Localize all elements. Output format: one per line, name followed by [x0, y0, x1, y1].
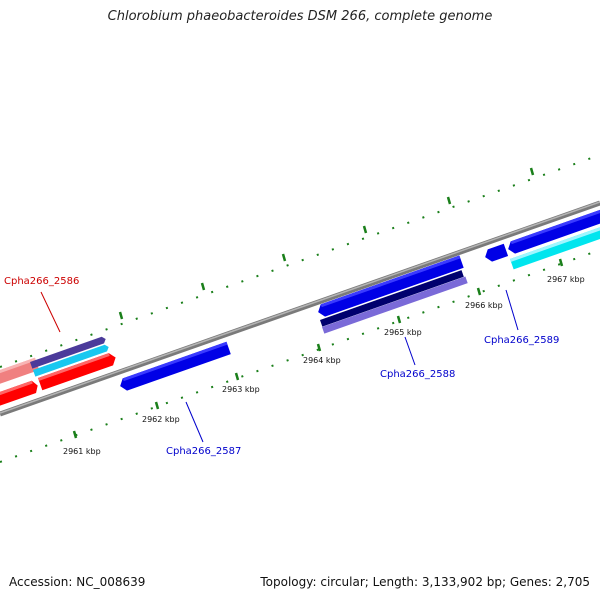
gene-label-cpha266-2587[interactable]: Cpha266_2587	[166, 446, 241, 457]
gene-feature-cyan-right[interactable]	[510, 222, 600, 270]
callout-lines	[40, 289, 519, 443]
gene-feature-cpha266-2589[interactable]	[506, 206, 600, 255]
tick-label: 2962 kbp	[142, 415, 180, 424]
topology-text: Topology: circular; Length: 3,133,902 bp…	[260, 575, 590, 589]
tick-label: 2964 kbp	[303, 356, 341, 365]
gene-features[interactable]	[0, 206, 600, 407]
gene-feature-red-1[interactable]	[0, 357, 40, 385]
tick-labels: 2961 kbp 2962 kbp 2963 kbp 2964 kbp 2965…	[63, 275, 585, 456]
gene-label-cpha266-2588[interactable]: Cpha266_2588	[380, 369, 455, 380]
gene-feature-cpha266-2586[interactable]	[30, 336, 107, 369]
genome-backbone	[0, 200, 600, 417]
gene-feature-red-3[interactable]	[38, 351, 118, 391]
tick-label: 2961 kbp	[63, 447, 101, 456]
gene-feature-navy-bar[interactable]	[320, 270, 464, 327]
gene-feature-red-2[interactable]	[0, 379, 40, 407]
gene-label-cpha266-2589[interactable]: Cpha266_2589	[484, 335, 559, 346]
gene-feature-cpha266-2588[interactable]	[316, 255, 464, 319]
major-ticks	[72, 167, 564, 439]
gene-feature-cpha266-2587[interactable]	[118, 341, 231, 392]
map-title: Chlorobium phaeobacteroides DSM 266, com…	[107, 9, 493, 24]
gene-feature-blue-small[interactable]	[483, 243, 509, 264]
tick-label: 2965 kbp	[384, 328, 422, 337]
accession-text: Accession: NC_008639	[9, 575, 146, 589]
tick-label: 2963 kbp	[222, 385, 260, 394]
gene-feature-lavender-bar[interactable]	[322, 276, 468, 334]
tick-label: 2966 kbp	[465, 301, 503, 310]
gene-label-cpha266-2586[interactable]: Cpha266_2586	[4, 276, 79, 287]
tick-label: 2967 kbp	[547, 275, 585, 284]
gene-feature-cyan-small[interactable]	[33, 344, 110, 377]
